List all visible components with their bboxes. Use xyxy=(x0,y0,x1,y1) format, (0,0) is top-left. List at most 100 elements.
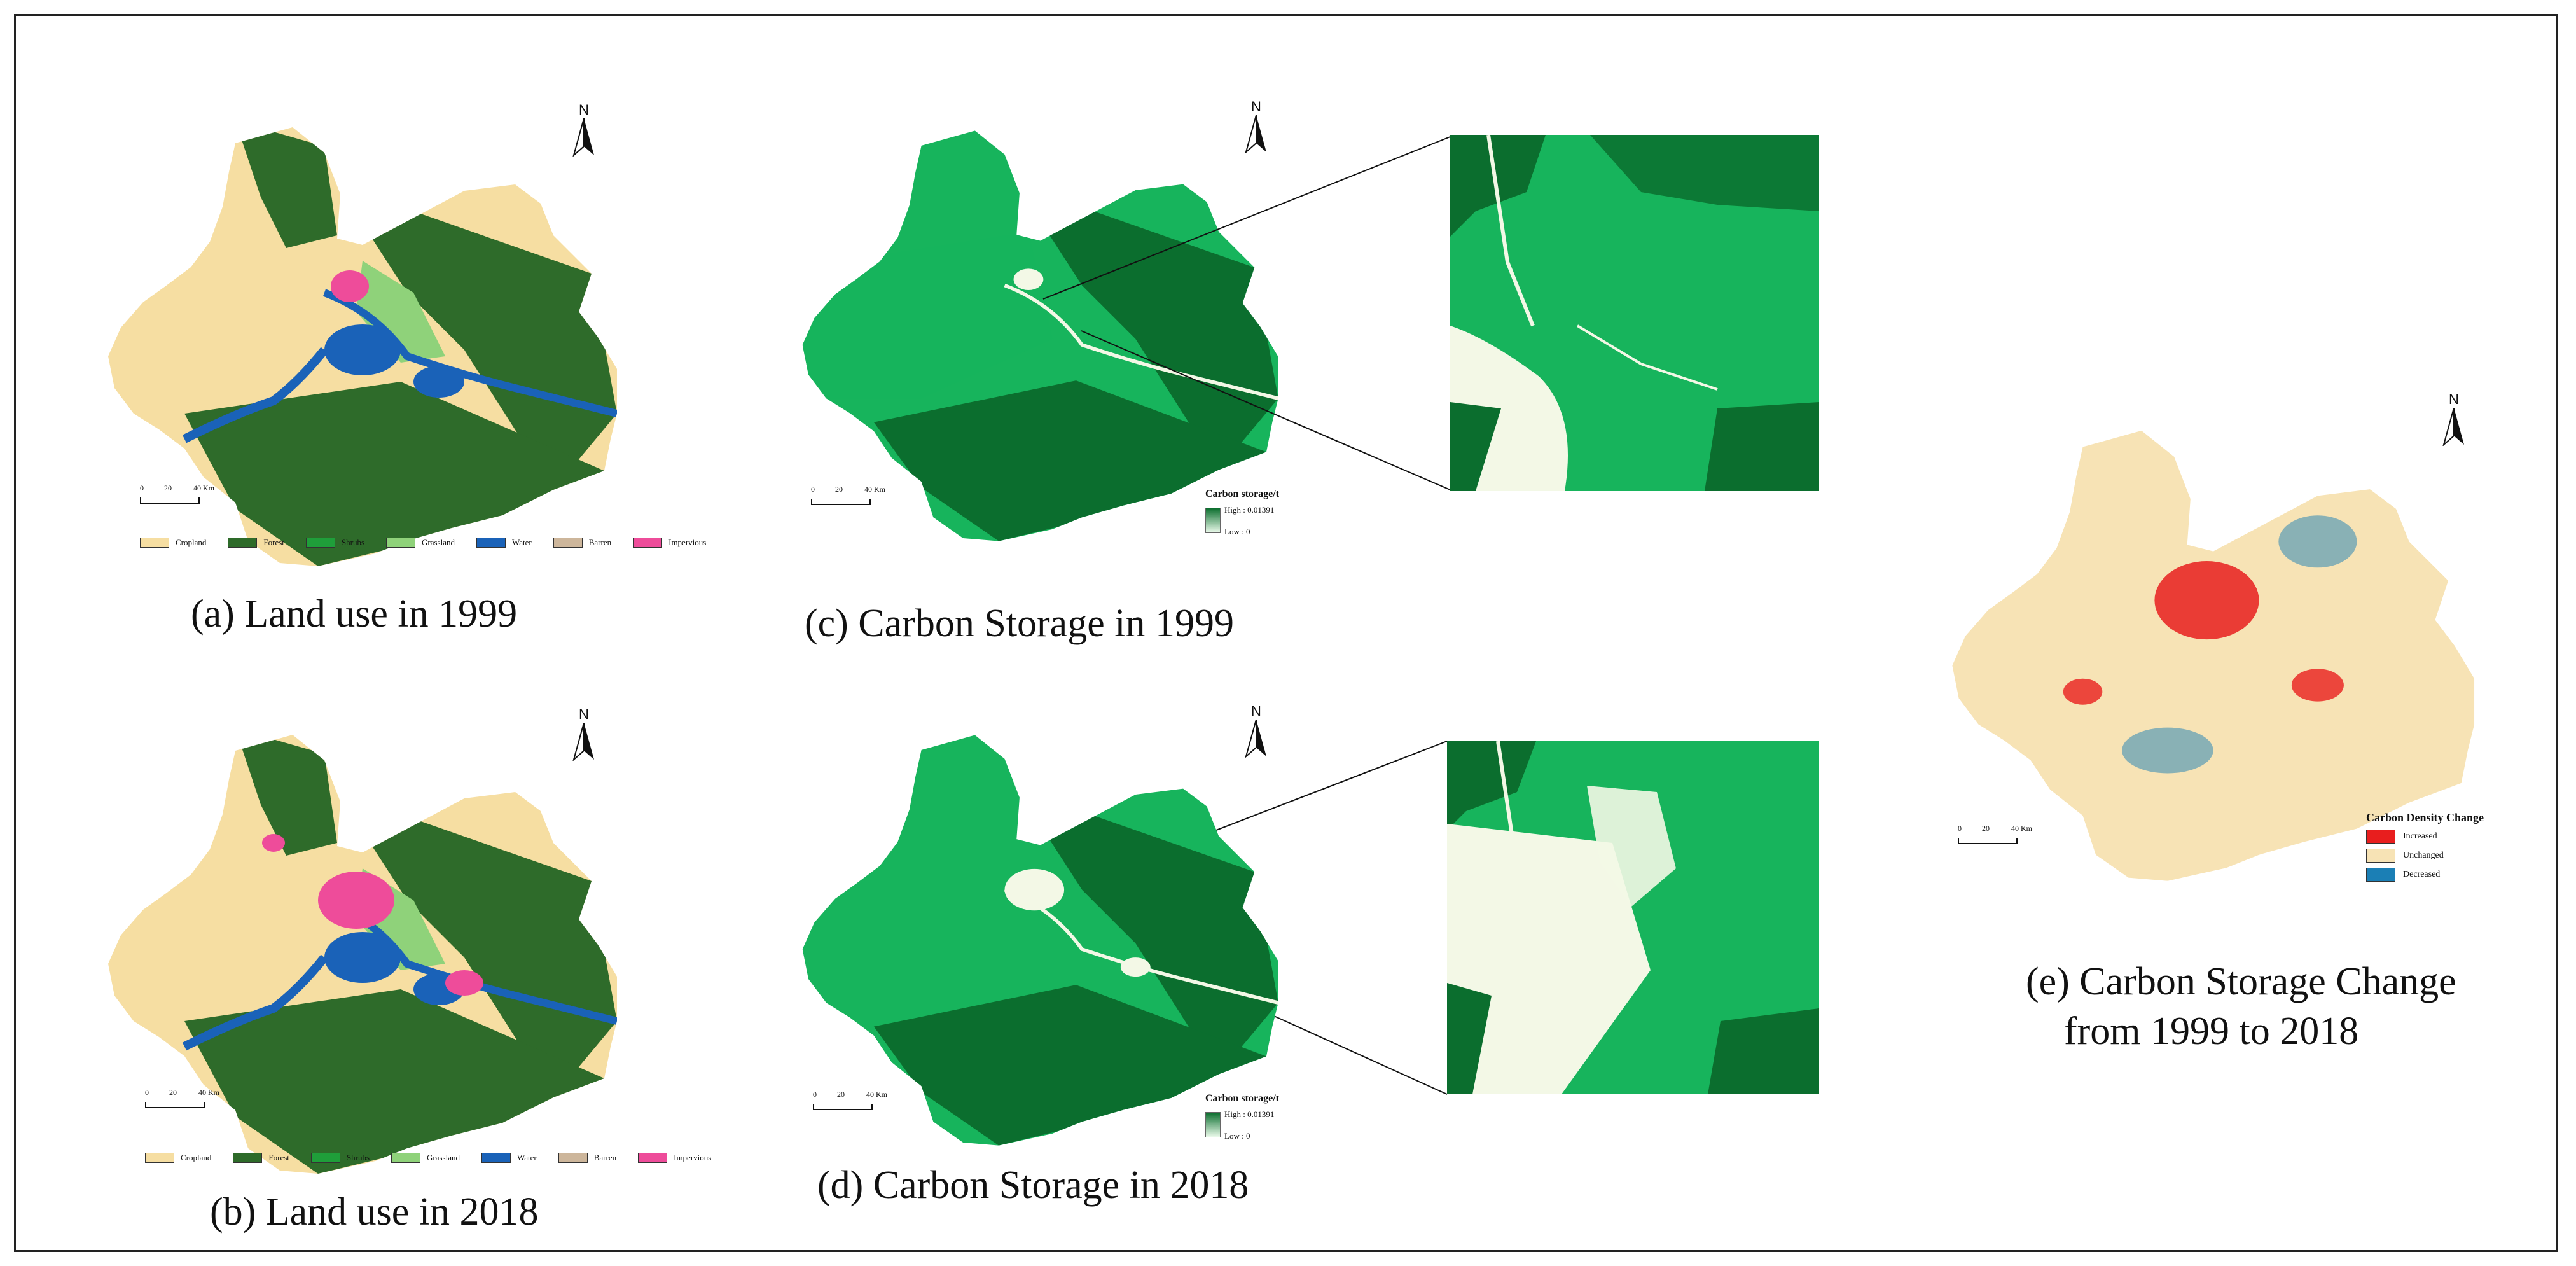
legend-item-forest: Forest xyxy=(228,538,284,548)
legend-label: Water xyxy=(517,1153,537,1162)
scalebar-d: 0 20 40 Km xyxy=(813,1090,889,1110)
legend-swatch xyxy=(305,538,335,548)
legend-label: Forest xyxy=(263,538,284,547)
north-label: N xyxy=(2449,391,2459,407)
carbon-color-ramp xyxy=(1205,508,1221,533)
carbon-color-ramp xyxy=(1205,1112,1221,1137)
caption-e: (e) Carbon Storage Change from 1999 to 2… xyxy=(2026,957,2456,1056)
urban-core xyxy=(1013,268,1044,291)
carbon-legend-low: Low : 0 xyxy=(1224,527,1250,536)
landuse-legend-b: Cropland Forest Shrubs Grassland Water Barren… xyxy=(145,1153,711,1163)
map-carbon-2018 xyxy=(802,735,1278,1146)
increased-west xyxy=(2063,678,2103,705)
lake xyxy=(324,324,401,375)
legend-swatch xyxy=(233,1153,263,1163)
caption-b: (b) Land use in 2018 xyxy=(210,1190,539,1234)
scalebar-c: 0 20 40 Km xyxy=(811,485,887,505)
legend-item-grassland: Grassland xyxy=(386,538,455,548)
decreased-ne xyxy=(2278,515,2357,568)
zoom-inset-d xyxy=(1447,741,1819,1094)
north-label: N xyxy=(1251,703,1261,719)
north-label: N xyxy=(579,706,589,722)
north-label: N xyxy=(579,102,589,118)
legend-swatch xyxy=(553,538,583,548)
map-landuse-2018 xyxy=(108,735,617,1174)
carbon-high-south xyxy=(873,985,1266,1146)
decreased-south xyxy=(2122,727,2213,774)
scalebar-a: 0 20 40 Km xyxy=(140,483,216,504)
carbon-high-east xyxy=(1016,788,1278,1075)
north-arrow-icon xyxy=(572,118,594,157)
legend-swatch xyxy=(481,1153,511,1163)
legend-item-grassland: Grassland xyxy=(391,1153,460,1163)
legend-item-barren: Barren xyxy=(553,538,611,548)
legend-label: Shrubs xyxy=(346,1153,370,1162)
urban-core xyxy=(331,270,369,302)
zoom-inset-c xyxy=(1450,135,1819,491)
legend-label: Cropland xyxy=(176,538,207,547)
change-legend: Carbon Density Change Increased Unchange… xyxy=(2366,811,2484,882)
change-legend-unchanged: Unchanged xyxy=(2366,849,2484,863)
caption-d: (d) Carbon Storage in 2018 xyxy=(817,1164,1249,1207)
legend-label: Shrubs xyxy=(341,538,365,547)
urban-east xyxy=(1120,957,1151,977)
legend-label: Impervious xyxy=(668,538,707,547)
legend-swatch xyxy=(386,538,416,548)
carbon-legend-high: High : 0.01391 xyxy=(1224,505,1275,515)
legend-item-shrubs: Shrubs xyxy=(310,1153,370,1163)
lake-2 xyxy=(413,366,464,398)
lake xyxy=(324,932,401,983)
carbon-legend-title: Carbon storage/t xyxy=(1205,1093,1279,1104)
legend-label: Grassland xyxy=(422,538,455,547)
legend-item-shrubs: Shrubs xyxy=(305,538,365,548)
north-arrow-icon xyxy=(1245,115,1266,154)
legend-label: Impervious xyxy=(674,1153,712,1162)
panel-a-landuse-1999 xyxy=(108,83,630,573)
legend-swatch xyxy=(558,1153,588,1163)
forest-north xyxy=(235,735,337,856)
map-carbon-1999 xyxy=(802,130,1278,541)
zoom-map-c xyxy=(1450,135,1819,491)
carbon-legend-d: Carbon storage/t High : 0.01391 Low : 0 xyxy=(1205,1093,1279,1141)
legend-swatch xyxy=(633,538,663,548)
figure-frame xyxy=(14,14,2558,1252)
change-legend-decreased: Decreased xyxy=(2366,868,2484,882)
legend-item-barren: Barren xyxy=(558,1153,616,1163)
forest-east xyxy=(337,792,617,1097)
carbon-legend-c: Carbon storage/t High : 0.01391 Low : 0 xyxy=(1205,489,1279,536)
urban-north xyxy=(262,834,285,852)
legend-label: Barren xyxy=(593,1153,617,1162)
legend-label: Water xyxy=(512,538,532,547)
river-west xyxy=(182,347,328,443)
legend-label: Barren xyxy=(588,538,612,547)
legend-item-impervious: Impervious xyxy=(638,1153,711,1163)
north-arrow-a: N xyxy=(571,102,597,160)
legend-label: Forest xyxy=(268,1153,289,1162)
north-arrow-icon xyxy=(572,722,594,762)
landuse-legend-a: Cropland Forest Shrubs Grassland Water Barren… xyxy=(140,538,706,548)
map-landuse-1999 xyxy=(108,127,617,566)
map-carbon-change xyxy=(1952,430,2475,881)
carbon-legend-low: Low : 0 xyxy=(1224,1131,1250,1141)
panel-d-carbon-2018 xyxy=(792,693,1301,1151)
legend-swatch xyxy=(228,538,258,548)
caption-e-line1: (e) Carbon Storage Change xyxy=(2026,960,2456,1003)
scalebar-e: 0 20 40 Km xyxy=(1958,824,2034,844)
panel-e-carbon-change xyxy=(1934,385,2506,887)
legend-item-cropland: Cropland xyxy=(145,1153,211,1163)
north-arrow-c: N xyxy=(1243,99,1269,157)
legend-swatch xyxy=(310,1153,340,1163)
caption-a: (a) Land use in 1999 xyxy=(191,592,518,636)
decreased-nw xyxy=(2017,492,2070,525)
panel-c-carbon-1999 xyxy=(792,89,1301,547)
carbon-legend-title: Carbon storage/t xyxy=(1205,489,1279,499)
urban-core xyxy=(1004,868,1065,911)
river xyxy=(1004,283,1278,400)
legend-item-cropland: Cropland xyxy=(140,538,206,548)
urban-core xyxy=(318,872,394,929)
legend-swatch xyxy=(391,1153,421,1163)
north-label: N xyxy=(1251,99,1261,115)
zoom-map-d xyxy=(1447,741,1819,1094)
forest-east xyxy=(337,184,617,490)
north-arrow-icon xyxy=(1245,719,1266,758)
